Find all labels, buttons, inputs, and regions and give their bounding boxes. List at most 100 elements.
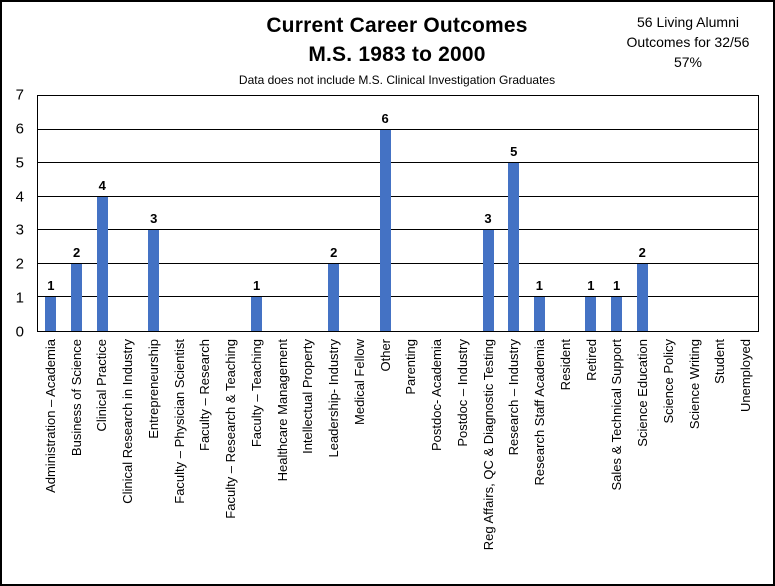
category-label-cell: Clinical Practice xyxy=(90,339,116,567)
category-label-cell: Faculty – Physician Scientist xyxy=(167,339,193,567)
bar xyxy=(508,163,520,331)
bar xyxy=(71,263,83,331)
category-label: Reg Affairs, QC & Diagnostic Testing xyxy=(480,339,496,551)
chart-title-line-2: M.S. 1983 to 2000 xyxy=(308,43,486,66)
bar xyxy=(251,297,263,331)
bar-value-label: 1 xyxy=(587,278,595,294)
category-label: Parenting xyxy=(403,339,419,395)
y-tick-label: 2 xyxy=(15,255,24,273)
category-label-cell: Entrepreneurship xyxy=(141,339,167,567)
bar xyxy=(482,230,494,331)
category-label-cell: Reg Affairs, QC & Diagnostic Testing xyxy=(476,339,502,567)
category-label-cell: Clinical Research in Industry xyxy=(115,339,141,567)
category-label: Science Education xyxy=(635,339,651,447)
bar xyxy=(328,263,340,331)
y-tick-label: 5 xyxy=(15,154,24,172)
category-label-cell: Faculty – Teaching xyxy=(244,339,270,567)
category-label: Sales & Technical Support xyxy=(609,339,625,491)
x-axis-category-labels: Administration – Academia Business of Sci… xyxy=(38,339,759,567)
y-tick-label: 0 xyxy=(15,323,24,341)
gridline xyxy=(38,296,758,298)
category-label-cell: Business of Science xyxy=(64,339,90,567)
category-label-cell: Research – Industry xyxy=(502,339,528,567)
chart-title-line-1: Current Career Outcomes xyxy=(266,14,528,37)
category-label-cell: Faculty – Research xyxy=(193,339,219,567)
bar xyxy=(585,297,597,331)
category-label-cell: Retired xyxy=(579,339,605,567)
category-label-cell: Faculty – Research & Teaching xyxy=(218,339,244,567)
category-label-cell: Sales & Technical Support xyxy=(605,339,631,567)
category-label: Faculty – Research & Teaching xyxy=(223,339,239,519)
category-label: Science Policy xyxy=(660,339,676,424)
bar-value-label: 1 xyxy=(47,278,55,294)
category-label-cell: Science Education xyxy=(630,339,656,567)
bar-value-label: 2 xyxy=(638,244,646,260)
y-tick-label: 6 xyxy=(15,120,24,138)
y-tick-label: 3 xyxy=(15,221,24,239)
chart-subtitle: Data does not include M.S. Clinical Inve… xyxy=(238,73,556,87)
category-label: Entrepreneurship xyxy=(145,339,161,439)
category-label-cell: Student xyxy=(708,339,734,567)
category-label-cell: Postdoc – Industry xyxy=(450,339,476,567)
alumni-annotation: 56 Living Alumni Outcomes for 32/56 57% xyxy=(602,12,773,72)
category-label: Administration – Academia xyxy=(42,339,58,493)
category-label: Postdoc – Industry xyxy=(454,339,470,447)
category-label: Faculty – Physician Scientist xyxy=(171,339,187,504)
category-label: Other xyxy=(377,339,393,372)
bar-value-label: 2 xyxy=(330,244,338,260)
category-label-cell: Other xyxy=(373,339,399,567)
bar-value-label: 6 xyxy=(381,110,389,126)
category-label: Unemployed xyxy=(738,339,754,412)
category-label-cell: Medical Fellow xyxy=(347,339,373,567)
category-label: Clinical Research in Industry xyxy=(120,339,136,504)
category-label: Healthcare Management xyxy=(274,339,290,482)
category-label: Leadership- Industry xyxy=(326,339,342,458)
gridline xyxy=(38,229,758,231)
category-label: Science Writing xyxy=(686,339,702,430)
category-label: Intellectual Property xyxy=(300,339,316,454)
bar xyxy=(533,297,545,331)
category-label: Postdoc- Academia xyxy=(429,339,445,452)
category-label-cell: Leadership- Industry xyxy=(321,339,347,567)
gridline xyxy=(38,162,758,164)
bar-value-label: 5 xyxy=(510,144,518,160)
bar xyxy=(45,297,57,331)
annotation-line-2: Outcomes for 32/56 xyxy=(626,34,750,50)
bar xyxy=(379,129,391,331)
category-label: Student xyxy=(712,339,728,384)
category-label-cell: Intellectual Property xyxy=(296,339,322,567)
category-label-cell: Research Staff Academia xyxy=(527,339,553,567)
bar-value-label: 2 xyxy=(72,244,81,260)
gridline xyxy=(38,195,758,197)
category-label-cell: Postdoc- Academia xyxy=(424,339,450,567)
category-label: Business of Science xyxy=(68,339,84,457)
category-label-cell: Science Policy xyxy=(656,339,682,567)
chart-title-block: Current Career Outcomes M.S. 1983 to 200… xyxy=(122,11,672,88)
category-label: Faculty – Teaching xyxy=(248,339,264,448)
y-tick-label: 1 xyxy=(15,289,24,307)
category-label: Resident xyxy=(557,339,573,391)
category-label: Research Staff Academia xyxy=(532,339,548,486)
annotation-line-3: 57% xyxy=(673,54,703,70)
bar xyxy=(636,263,648,331)
category-label: Medical Fellow xyxy=(351,339,367,425)
bar xyxy=(148,230,160,331)
y-tick-label: 7 xyxy=(15,86,24,104)
bar xyxy=(611,297,623,331)
gridline xyxy=(38,262,758,264)
category-label-cell: Resident xyxy=(553,339,579,567)
bar-value-label: 3 xyxy=(150,211,158,227)
category-label-cell: Science Writing xyxy=(682,339,708,567)
category-label: Clinical Practice xyxy=(94,339,110,432)
category-label: Faculty – Research xyxy=(197,339,213,451)
category-label: Research – Industry xyxy=(506,339,522,456)
bar-value-label: 3 xyxy=(484,211,492,227)
category-label-cell: Healthcare Management xyxy=(270,339,296,567)
plot-area: 1 2 4 3 1 2 6 3 5 1 1 1 2 xyxy=(37,95,759,332)
y-axis: 0 1 2 3 4 5 6 7 xyxy=(2,88,37,340)
annotation-line-1: 56 Living Alumni xyxy=(637,14,739,30)
category-label-cell: Administration – Academia xyxy=(38,339,64,567)
bar-value-label: 1 xyxy=(612,278,621,294)
category-label-cell: Parenting xyxy=(399,339,425,567)
